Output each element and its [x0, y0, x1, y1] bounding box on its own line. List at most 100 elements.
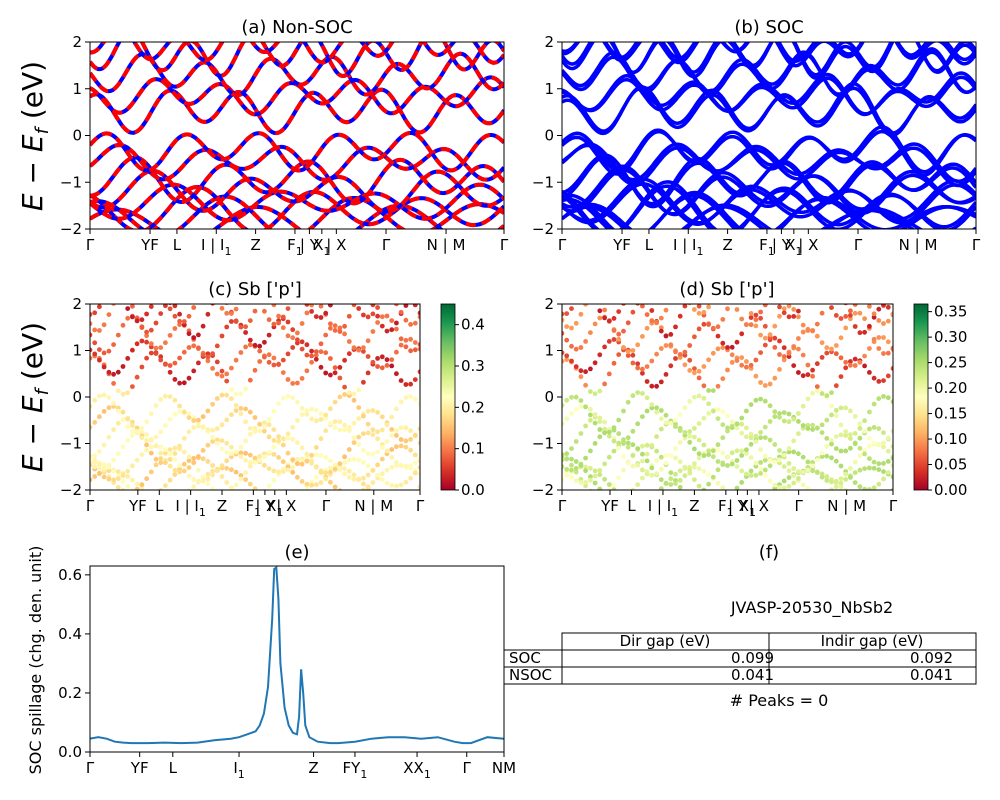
projection-dot — [262, 424, 267, 429]
band-line — [90, 87, 504, 136]
projection-dot — [777, 411, 782, 416]
projection-dot — [295, 461, 300, 466]
projection-dot — [158, 444, 164, 450]
projection-dot — [290, 345, 296, 350]
projection-dot — [196, 454, 201, 459]
band-line — [562, 168, 976, 216]
projection-dot — [829, 390, 834, 396]
projection-dot — [219, 422, 225, 428]
projection-dot — [692, 394, 697, 400]
projection-dot — [843, 314, 849, 319]
projection-dot — [323, 412, 329, 418]
projection-dot — [762, 467, 768, 473]
projection-dot — [403, 382, 409, 387]
projection-dot — [120, 417, 126, 423]
table-col-dir: Dir gap (eV) — [620, 632, 711, 650]
projection-dot — [243, 470, 249, 475]
projection-dot — [337, 427, 343, 433]
x-tick-label: YF — [140, 236, 159, 254]
band-line — [562, 182, 976, 226]
projection-dot — [569, 462, 574, 468]
projection-dot — [224, 490, 229, 495]
projection-dot — [167, 451, 173, 457]
projection-dot — [389, 296, 394, 301]
projection-dot — [876, 426, 882, 431]
projection-dot — [417, 426, 420, 432]
projection-dot — [885, 373, 891, 379]
projection-dot — [786, 411, 792, 417]
projection-dot — [299, 405, 305, 411]
projection-dot — [384, 439, 390, 444]
projection-dot — [583, 404, 588, 410]
projection-dot — [412, 347, 418, 353]
projection-dot — [219, 438, 225, 443]
x-tick-label: Γ — [500, 236, 509, 254]
projection-dot — [389, 433, 395, 438]
projection-dot — [758, 332, 763, 338]
projection-dot — [404, 497, 409, 502]
projection-dot — [833, 351, 839, 357]
projection-dot — [762, 453, 768, 459]
projection-dot — [125, 484, 131, 489]
projection-dot — [214, 437, 220, 443]
projection-dot — [852, 459, 858, 465]
projection-dot — [332, 399, 338, 405]
colorbar-tick-label: 0.4 — [461, 316, 485, 334]
projection-dot — [862, 447, 867, 453]
projection-dot — [191, 425, 197, 430]
projection-dot — [574, 299, 579, 304]
projection-dot — [243, 324, 249, 330]
projection-dot — [564, 456, 570, 462]
projection-dot — [701, 383, 707, 389]
projection-dot — [720, 317, 726, 322]
x-tick-label: | Y — [255, 497, 275, 515]
projection-dot — [285, 333, 291, 339]
projection-dot — [673, 417, 678, 423]
projection-dot — [706, 481, 711, 487]
projection-dot — [379, 445, 385, 450]
projection-dot — [309, 406, 314, 412]
projection-dot — [753, 472, 759, 478]
y-tick-label: 2 — [72, 33, 82, 51]
projection-dot — [701, 395, 707, 401]
projection-dot — [394, 463, 399, 469]
projection-dot — [658, 328, 664, 334]
projection-dot — [365, 314, 371, 320]
projection-dot — [606, 371, 612, 377]
projection-dot — [710, 408, 716, 414]
projection-dot — [299, 458, 305, 463]
projection-dot — [682, 304, 688, 309]
projection-dot — [313, 314, 319, 319]
projection-dot — [588, 474, 593, 480]
projection-dot — [715, 346, 721, 352]
projection-dot — [616, 352, 622, 357]
projection-dot — [640, 467, 645, 473]
projection-dot — [295, 474, 300, 480]
projection-dot — [172, 457, 178, 462]
projection-dot — [266, 317, 272, 323]
projection-dot — [130, 419, 135, 425]
projection-dot — [635, 463, 641, 468]
projection-dot — [862, 353, 867, 359]
projection-dot — [196, 423, 201, 429]
projection-dot — [810, 367, 815, 373]
y-tick-label: 0.2 — [58, 684, 82, 702]
projection-dot — [399, 500, 404, 505]
projection-dot — [562, 317, 565, 323]
projection-dot — [229, 451, 234, 456]
panel-d-title: (d) Sb ['p'] — [679, 279, 774, 300]
x-tick-label: N | M — [827, 497, 866, 515]
y-tick-label: 2 — [544, 295, 554, 313]
projection-dot — [739, 362, 745, 368]
colorbar-tick-label: 0.25 — [934, 354, 967, 372]
projection-dot — [412, 320, 418, 326]
projection-dot — [342, 427, 347, 433]
projection-dot — [848, 313, 853, 318]
projection-dot — [351, 456, 357, 462]
projection-dot — [805, 467, 811, 473]
projection-dot — [229, 454, 234, 460]
projection-dot — [97, 462, 102, 468]
band-line — [562, 142, 976, 184]
projection-dot — [829, 441, 834, 447]
projection-dot — [342, 491, 347, 496]
